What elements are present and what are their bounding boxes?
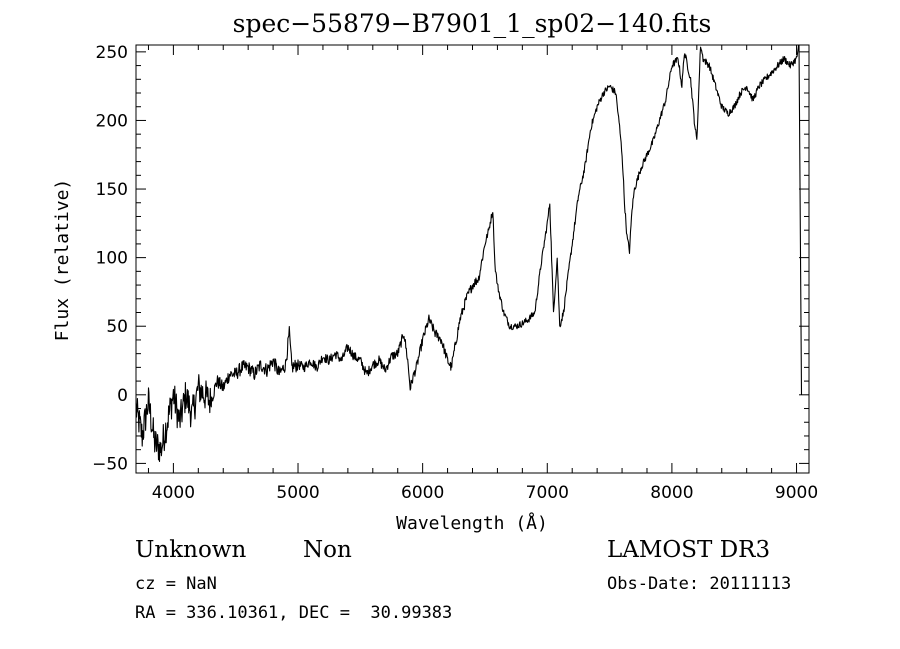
y-axis-label: Flux (relative): [52, 179, 73, 342]
object-class: Unknown: [135, 537, 247, 563]
y-tick-label: 100: [96, 249, 128, 269]
axis-tick-labels: 4000 5000 6000 7000 8000 9000 −50 0 50 100 150 200 2…: [92, 43, 818, 503]
spectrum-line: [135, 44, 803, 463]
obs-date-text: Obs-Date: 20111113: [607, 574, 792, 594]
y-tick-label: 200: [96, 111, 128, 131]
y-tick-label: 250: [96, 43, 128, 63]
survey-label: LAMOST DR3: [607, 537, 771, 563]
x-axis-label: Wavelength (Å): [396, 512, 548, 534]
x-tick-label: 7000: [526, 483, 569, 503]
y-tick-label: 50: [106, 317, 128, 337]
x-tick-label: 4000: [152, 483, 195, 503]
y-tick-label: −50: [92, 454, 128, 474]
plot-frame: [135, 44, 810, 474]
y-tick-label: 0: [117, 386, 128, 406]
coordinates-text: RA = 336.10361, DEC = 30.99383: [135, 603, 453, 623]
x-tick-label: 9000: [775, 483, 818, 503]
x-tick-label: 6000: [401, 483, 444, 503]
spectrum-plot: spec−55879−B7901_1_sp02−140.fits Wavelen…: [52, 9, 818, 534]
chart-title: spec−55879−B7901_1_sp02−140.fits: [233, 9, 712, 38]
x-tick-label: 8000: [650, 483, 693, 503]
object-subclass: Non: [303, 537, 352, 563]
x-tick-label: 5000: [276, 483, 319, 503]
axis-ticks: [136, 45, 809, 473]
redshift-text: cz = NaN: [135, 574, 217, 594]
y-tick-label: 150: [96, 180, 128, 200]
